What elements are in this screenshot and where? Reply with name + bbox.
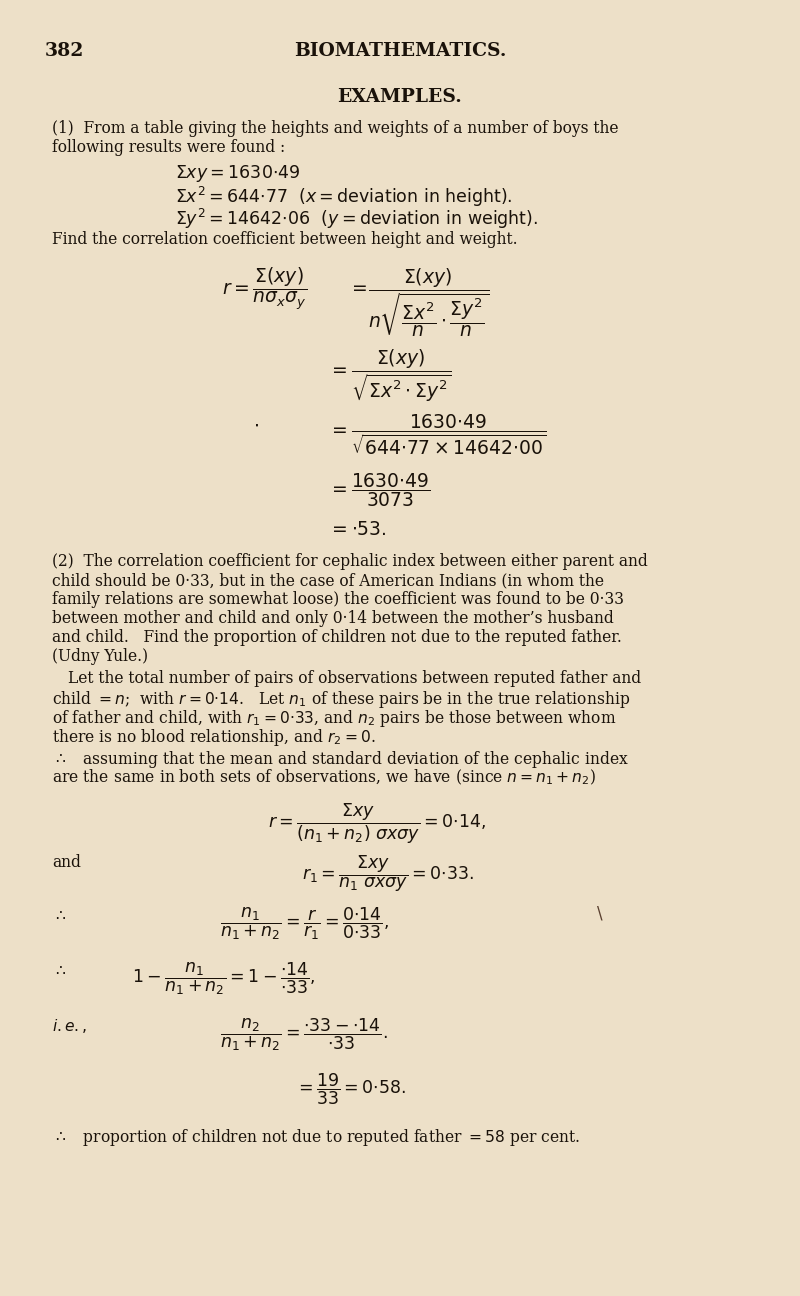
Text: $\therefore$   assuming that the mean and standard deviation of the cephalic ind: $\therefore$ assuming that the mean and … [52,749,629,770]
Text: $= {\cdot}53.$: $= {\cdot}53.$ [328,521,386,539]
Text: $\Sigma y^2 = 14642{\cdot}06\ \ (y = \mathrm{deviation\ in\ weight}).$: $\Sigma y^2 = 14642{\cdot}06\ \ (y = \ma… [175,207,538,231]
Text: $\therefore$   proportion of children not due to reputed father $= 58$ per cent.: $\therefore$ proportion of children not … [52,1128,581,1148]
Text: BIOMATHEMATICS.: BIOMATHEMATICS. [294,41,506,60]
Text: $\therefore$: $\therefore$ [52,906,66,923]
Text: EXAMPLES.: EXAMPLES. [338,88,462,106]
Text: (2)  The correlation coefficient for cephalic index between either parent and: (2) The correlation coefficient for ceph… [52,553,648,570]
Text: $= \dfrac{1630{\cdot}49}{3073}$: $= \dfrac{1630{\cdot}49}{3073}$ [328,470,430,509]
Text: between mother and child and only 0·14 between the mother’s husband: between mother and child and only 0·14 b… [52,610,614,627]
Text: $\dfrac{\Sigma(xy)}{n\sqrt{\dfrac{\Sigma x^2}{n}\cdot\dfrac{\Sigma y^2}{n}}}$: $\dfrac{\Sigma(xy)}{n\sqrt{\dfrac{\Sigma… [368,266,490,338]
Text: $i.e.,$: $i.e.,$ [52,1017,87,1036]
Text: $\Sigma x^2 = 644{\cdot}77\ \ (x = \mathrm{deviation\ in\ height}).$: $\Sigma x^2 = 644{\cdot}77\ \ (x = \math… [175,185,513,209]
Text: Find the correlation coefficient between height and weight.: Find the correlation coefficient between… [52,231,518,248]
Text: child should be 0·33, but in the case of American Indians (in whom the: child should be 0·33, but in the case of… [52,572,604,588]
Text: $1 - \dfrac{n_1}{n_1 + n_2} = 1 - \dfrac{{\cdot}14}{{\cdot}33},$: $1 - \dfrac{n_1}{n_1 + n_2} = 1 - \dfrac… [132,962,316,998]
Text: (Udny Yule.): (Udny Yule.) [52,648,148,665]
Text: $= \dfrac{19}{33} = 0{\cdot}58.$: $= \dfrac{19}{33} = 0{\cdot}58.$ [295,1072,406,1107]
Text: $\cdot$: $\cdot$ [253,417,259,435]
Text: $\dfrac{n_1}{n_1 + n_2} = \dfrac{r}{r_1} = \dfrac{0{\cdot}14}{0{\cdot}33},$: $\dfrac{n_1}{n_1 + n_2} = \dfrac{r}{r_1}… [220,906,389,942]
Text: (1)  From a table giving the heights and weights of a number of boys the: (1) From a table giving the heights and … [52,121,618,137]
Text: $= \dfrac{\Sigma(xy)}{\sqrt{\Sigma x^2 \cdot \Sigma y^2}}$: $= \dfrac{\Sigma(xy)}{\sqrt{\Sigma x^2 \… [328,349,451,404]
Text: and: and [52,854,81,871]
Text: $r = \dfrac{\Sigma(xy)}{n\sigma_x\sigma_y}$: $r = \dfrac{\Sigma(xy)}{n\sigma_x\sigma_… [222,266,307,312]
Text: $\backslash$: $\backslash$ [596,905,604,921]
Text: $= \dfrac{1630{\cdot}49}{\sqrt{644{\cdot}77 \times 14642{\cdot}00}}$: $= \dfrac{1630{\cdot}49}{\sqrt{644{\cdot… [328,413,546,457]
Text: child $= n$;  with $r = 0{\cdot}14$.   Let $n_1$ of these pairs be in the true r: child $= n$; with $r = 0{\cdot}14$. Let … [52,689,630,710]
Text: there is no blood relationship, and $r_2 = 0$.: there is no blood relationship, and $r_2… [52,727,375,748]
Text: 382: 382 [45,41,84,60]
Text: $=$: $=$ [348,279,367,295]
Text: family relations are somewhat loose) the coefficient was found to be 0·33: family relations are somewhat loose) the… [52,591,624,608]
Text: $r = \dfrac{\Sigma xy}{(n_1 + n_2)\ \sigma x\sigma y} = 0{\cdot}14,$: $r = \dfrac{\Sigma xy}{(n_1 + n_2)\ \sig… [268,802,486,846]
Text: $\Sigma xy = 1630{\cdot}49$: $\Sigma xy = 1630{\cdot}49$ [175,163,301,184]
Text: of father and child, with $r_1 = 0{\cdot}33$, and $n_2$ pairs be those between w: of father and child, with $r_1 = 0{\cdot… [52,708,617,728]
Text: Let the total number of pairs of observations between reputed father and: Let the total number of pairs of observa… [68,670,641,687]
Text: $r_1 = \dfrac{\Sigma xy}{n_1\ \sigma x\sigma y} = 0{\cdot}33.$: $r_1 = \dfrac{\Sigma xy}{n_1\ \sigma x\s… [302,854,474,894]
Text: are the same in both sets of observations, we have (since $n = n_1 + n_2$): are the same in both sets of observation… [52,769,596,788]
Text: and child.   Find the proportion of children not due to the reputed father.: and child. Find the proportion of childr… [52,629,622,645]
Text: $\dfrac{n_2}{n_1 + n_2} = \dfrac{{\cdot}33 - {\cdot}14}{{\cdot}33}.$: $\dfrac{n_2}{n_1 + n_2} = \dfrac{{\cdot}… [220,1017,388,1054]
Text: $\therefore$: $\therefore$ [52,962,66,978]
Text: following results were found :: following results were found : [52,139,286,156]
